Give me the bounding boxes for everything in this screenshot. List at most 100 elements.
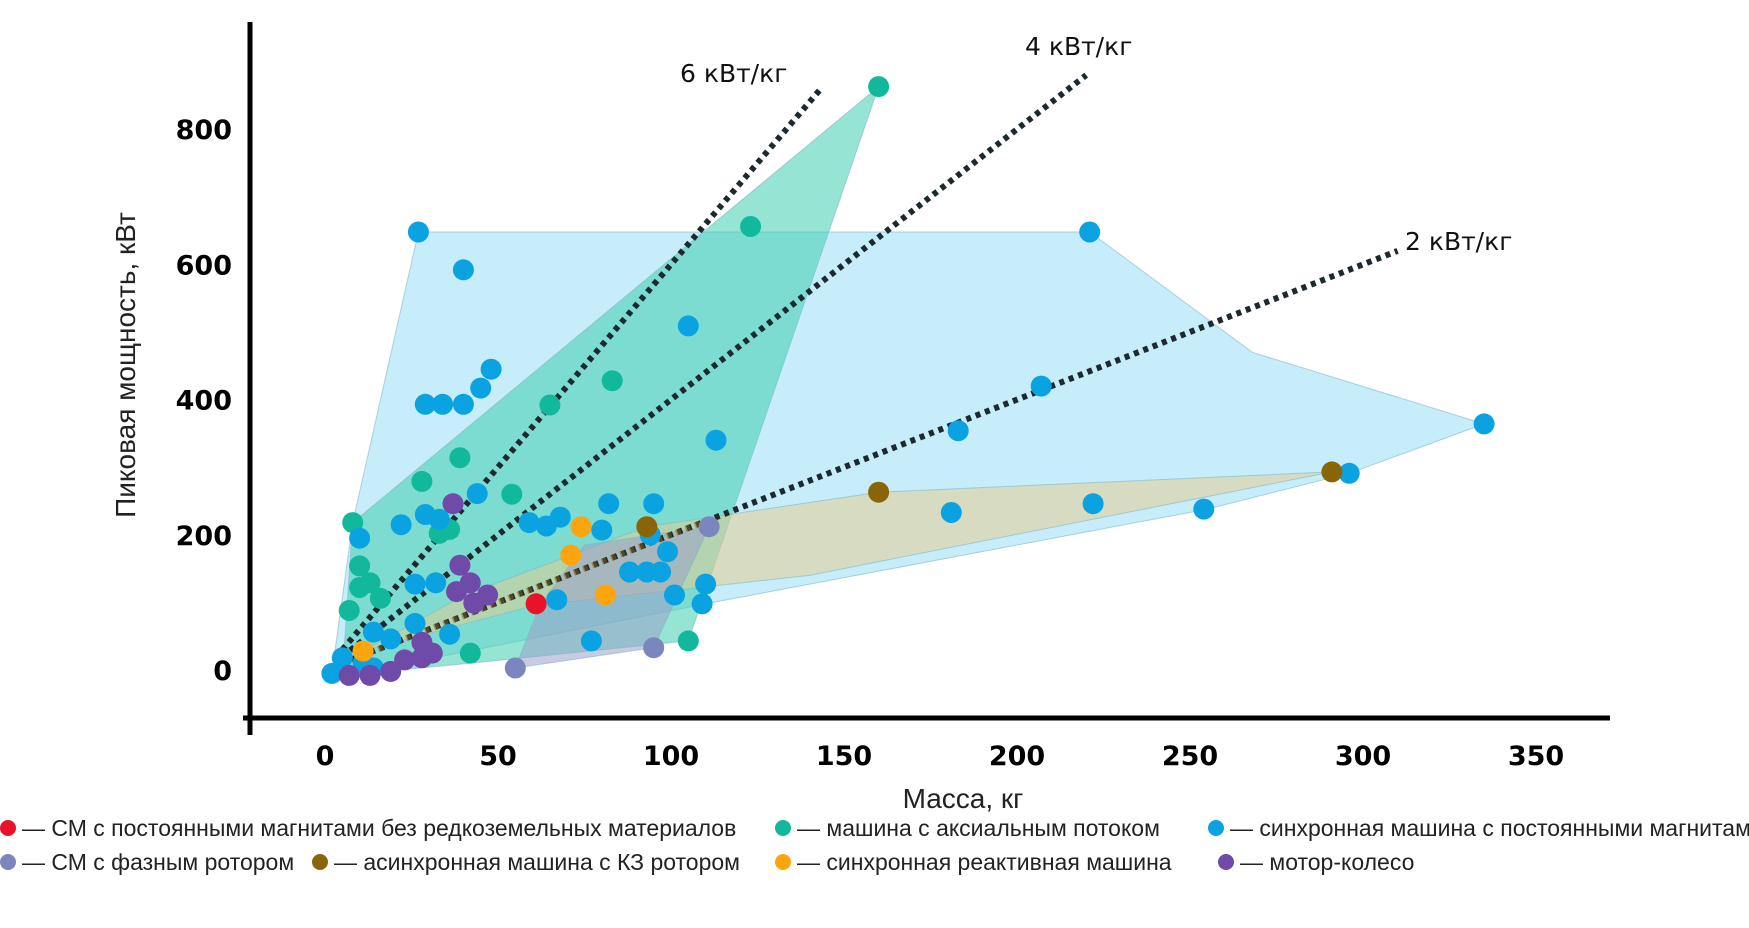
x-tick-label: 100 [643,741,699,772]
data-point [664,584,685,606]
y-tick-label: 800 [176,115,232,146]
data-point [570,516,592,538]
data-point [504,657,526,679]
data-point [338,664,360,686]
data-point [940,502,962,523]
data-point [643,493,665,515]
legend-marker-icon [775,854,791,870]
data-point [452,259,474,281]
data-point [580,630,602,652]
data-point [677,315,699,337]
data-point [480,358,502,380]
data-point [698,516,720,538]
legend-label: — синхронная машина с постоянными магнит… [1230,814,1749,841]
legend-marker-icon [1218,854,1234,870]
data-point [449,447,471,469]
legend-label: — мотор-колесо [1240,848,1415,875]
ref-line-2kw-per-kg [341,248,1399,667]
data-point [560,544,582,566]
data-point [1473,413,1495,435]
data-point [525,593,547,615]
legend-item: — СМ с фазным ротором [0,849,294,876]
data-point [349,555,371,577]
data-point [407,221,429,243]
legend-label: — синхронная реактивная машина [797,848,1172,875]
data-point [643,637,665,659]
y-tick-label: 0 [213,656,232,687]
data-point [650,561,672,583]
ref-line-4kw-per-kg [340,72,1089,659]
data-point [619,561,640,583]
data-point [1079,221,1101,243]
data-points [321,76,1495,686]
x-tick-labels: 0 50 100 150 200 250 300 350 [316,741,1565,772]
ref-line-label: 2 кВт/кг [1405,227,1512,256]
data-point [539,394,561,416]
data-point [591,519,613,541]
legend-item: — асинхронная машина с КЗ ротором [312,849,740,876]
axes [243,22,1610,735]
data-point [1082,493,1104,515]
data-point [677,630,699,652]
x-tick-label: 150 [816,741,872,772]
x-axis-title: Масса, кг [903,783,1024,814]
data-point [425,572,447,594]
data-point [459,572,481,594]
data-point [432,393,454,415]
data-point [636,516,658,538]
legend-label: — машина с аксиальным потоком [797,814,1160,841]
legend-marker-icon [0,820,16,836]
data-point [1030,375,1052,397]
data-point [411,647,433,669]
data-point [442,493,464,515]
data-point [394,649,416,671]
legend-label: — СМ с постоянными магнитами без редкозе… [22,814,737,841]
legend-item: — синхронная реактивная машина [775,849,1172,876]
data-point [369,587,391,609]
data-point [601,370,623,392]
data-point [947,420,969,442]
legend-item: — синхронная машина с постоянными магнит… [1208,815,1749,842]
legend-marker-icon [0,854,16,870]
data-point [321,662,343,684]
legend-item: — мотор-колесо [1218,849,1414,876]
data-point [470,377,492,399]
data-point [705,429,727,451]
data-point [380,660,402,682]
legend-label: — СМ с фазным ротором [22,848,295,875]
data-point [466,483,488,505]
data-point [331,647,353,669]
legend-item: — СМ с постоянными магнитами без редкозе… [0,815,736,842]
legend-marker-icon [312,854,328,870]
data-point [359,664,381,686]
reference-lines: 6 кВт/кг 4 кВт/кг 2 кВт/кг [340,32,1512,667]
legend-marker-icon [1208,820,1224,836]
ref-line-6kw-per-kg [340,88,823,652]
data-point [691,593,713,615]
x-tick-label: 0 [316,741,335,772]
data-point [1193,498,1215,520]
y-tick-label: 600 [176,250,232,281]
legend-label: — асинхронная машина с КЗ ротором [334,848,740,875]
data-point [740,216,762,237]
x-tick-label: 350 [1508,741,1564,772]
y-tick-labels: 0 200 400 600 800 [176,115,232,687]
scatter-chart: 6 кВт/кг 4 кВт/кг 2 кВт/кг 0 50 100 150 200 250… [110,22,1610,814]
data-point [349,527,371,549]
ref-line-label: 6 кВт/кг [680,59,787,88]
data-point [428,508,450,530]
data-point [414,393,436,415]
legend-marker-icon [775,820,791,836]
data-point [449,554,471,576]
data-point [477,584,499,606]
data-point [501,483,523,505]
y-axis-title: Пиковая мощность, кВт [110,212,141,518]
data-point [459,642,481,664]
x-tick-label: 250 [1162,741,1218,772]
ref-line-label: 4 кВт/кг [1025,32,1132,61]
data-point [868,481,890,503]
data-point [598,493,620,515]
y-tick-label: 400 [176,386,232,417]
y-tick-label: 200 [176,521,232,552]
data-point [695,573,717,595]
